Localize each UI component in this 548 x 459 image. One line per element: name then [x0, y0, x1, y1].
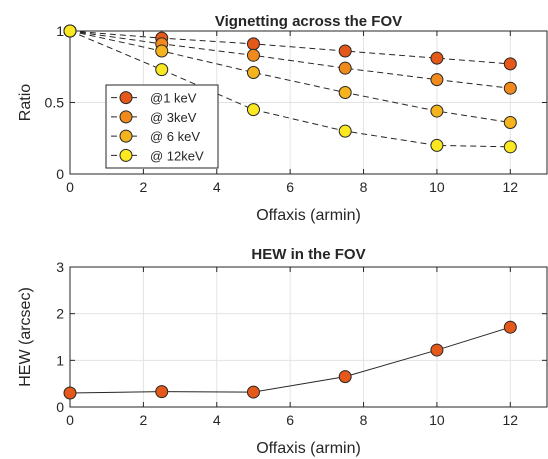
legend-label: @ 6 keV — [150, 129, 200, 144]
data-point — [430, 138, 444, 152]
data-point — [155, 63, 169, 77]
data-point — [338, 370, 352, 384]
series-line — [69, 326, 511, 394]
data-point — [338, 61, 352, 75]
x-tick-label: 4 — [213, 412, 221, 428]
x-tick-label: 2 — [139, 179, 147, 195]
x-tick-label: 6 — [286, 179, 294, 195]
x-tick-label: 4 — [213, 179, 221, 195]
data-point — [430, 51, 444, 65]
series-line — [69, 30, 511, 124]
y-tick-label: 2 — [56, 306, 64, 322]
data-point — [503, 116, 517, 130]
chart-title: HEW in the FOV — [251, 246, 365, 263]
vignetting-chart: 0 2 4 6 8 10 12 0 0.5 1 Vignetting across the FOV O… — [17, 13, 548, 224]
legend-marker — [119, 91, 133, 105]
x-tick-label: 10 — [429, 179, 445, 195]
data-point — [430, 104, 444, 118]
x-tick-label: 0 — [66, 179, 74, 195]
y-tick-label: 1 — [56, 23, 64, 39]
data-point — [63, 24, 77, 38]
x-axis-label: Offaxis (armin) — [256, 207, 361, 224]
x-tick-label: 12 — [503, 179, 519, 195]
y-axis-label: HEW (arcsec) — [17, 287, 34, 387]
data-point — [338, 44, 352, 58]
legend: @1 keV @ 3keV @ 6 keV @ 12keV — [105, 84, 219, 169]
x-tick-label: 0 — [66, 412, 74, 428]
data-point — [155, 385, 169, 399]
x-axis-label: Offaxis (armin) — [256, 440, 361, 457]
data-point — [503, 140, 517, 154]
x-tick-label: 12 — [503, 412, 519, 428]
chart-title: Vignetting across the FOV — [215, 13, 402, 30]
y-tick-label: 3 — [56, 259, 64, 275]
data-point — [338, 85, 352, 99]
data-point — [246, 37, 260, 51]
legend-label: @1 keV — [150, 91, 197, 106]
data-point — [246, 385, 260, 399]
data-point — [430, 73, 444, 87]
series-line — [69, 30, 511, 65]
legend-marker — [119, 110, 133, 124]
y-tick-label: 0.5 — [45, 95, 65, 111]
y-axis-label: Ratio — [17, 84, 34, 121]
x-tick-label: 6 — [286, 412, 294, 428]
data-point — [503, 320, 517, 334]
data-point — [155, 44, 169, 58]
data-point — [503, 57, 517, 71]
legend-label: @ 3keV — [150, 110, 197, 125]
data-point — [503, 81, 517, 95]
series-line — [69, 30, 511, 148]
y-tick-label: 0 — [56, 166, 64, 182]
data-point — [246, 103, 260, 117]
legend-label: @ 12keV — [150, 148, 204, 163]
axes-box — [69, 266, 548, 408]
data-point — [63, 386, 77, 400]
y-tick-label: 1 — [56, 352, 64, 368]
legend-marker — [119, 129, 133, 143]
series-line — [69, 30, 511, 89]
data-point — [430, 343, 444, 357]
data-point — [338, 124, 352, 138]
x-tick-label: 8 — [360, 412, 368, 428]
x-tick-label: 10 — [429, 412, 445, 428]
x-tick-label: 8 — [360, 179, 368, 195]
legend-marker — [119, 148, 133, 162]
data-point — [246, 48, 260, 62]
y-tick-label: 0 — [56, 399, 64, 415]
data-point — [246, 65, 260, 79]
x-tick-label: 2 — [139, 412, 147, 428]
